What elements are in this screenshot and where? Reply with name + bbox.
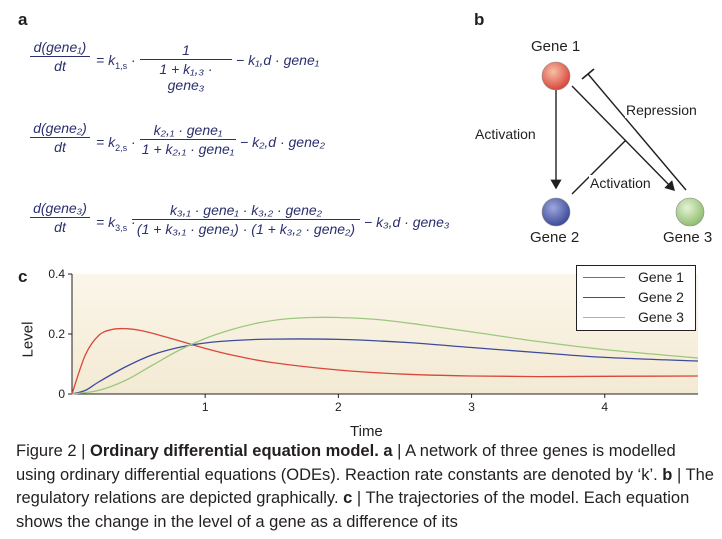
caption-b-label: b xyxy=(662,465,673,484)
eq3-tail: − k₃,d · gene₃ xyxy=(364,214,450,230)
gene3-node xyxy=(675,197,705,227)
legend-item-gene1: Gene 1 xyxy=(583,268,693,288)
eq2-k: = k xyxy=(96,134,116,150)
eq2-frac-denominator: 1 + k₂,₁ · gene₁ xyxy=(141,141,235,157)
eq1-tail: − k₁,d · gene₁ xyxy=(236,52,320,68)
x-tick-label: 1 xyxy=(202,400,209,414)
eq3-k: = k xyxy=(96,214,116,230)
legend-item-gene2: Gene 2 xyxy=(583,288,693,308)
legend-item-gene3: Gene 3 xyxy=(583,308,693,328)
caption-c-text: | The trajectories of the model. Each eq… xyxy=(16,489,690,531)
caption-title: Ordinary differential equation model. xyxy=(89,442,379,460)
activation-mid-label: Activation xyxy=(589,175,652,191)
caption-c-label: c xyxy=(343,489,353,507)
caption-figure-number: Figure 2 | xyxy=(16,442,90,460)
gene2-label: Gene 2 xyxy=(530,229,580,246)
y-axis-label: Level xyxy=(19,321,37,358)
x-tick-label: 4 xyxy=(601,400,608,414)
repression-label: Repression xyxy=(625,102,698,118)
eq1-lhs-numerator: d(gene₁) xyxy=(33,39,87,55)
series-line-gene3 xyxy=(71,316,699,395)
edge-repression-gene3-gene1 xyxy=(587,73,687,191)
edge-activation-gene2-mid xyxy=(571,139,627,195)
eq2-frac-numerator: k₂,₁ · gene₁ xyxy=(153,122,223,138)
gene3-label: Gene 3 xyxy=(663,229,713,246)
y-tick-label: 0.2 xyxy=(48,327,65,341)
eq1-frac-denominator: 1 + k₁,₃ · gene₃ xyxy=(159,61,213,93)
caption-a-text: | A network of three genes is modelled u… xyxy=(16,442,676,484)
x-tick-label: 2 xyxy=(335,400,342,414)
y-tick-label: 0.4 xyxy=(48,267,65,281)
panel-b-label: b xyxy=(474,10,485,29)
eq2-tail: − k₂,d · gene₂ xyxy=(240,134,326,150)
caption-b-text: | The regulatory relations are depicted … xyxy=(16,465,714,508)
eq3-frac-denominator: (1 + k₃,₁ · gene₁) · (1 + k₃,₂ · gene₂) xyxy=(136,221,356,237)
eq3-frac-numerator: k₃,₁ · gene₁ · k₃,₂ · gene₂ xyxy=(169,202,322,218)
eq3-lhs-denominator: dt xyxy=(54,219,66,235)
gene2-node xyxy=(541,197,571,227)
figure-caption: Figure 2 | Ordinary differential equatio… xyxy=(16,440,716,534)
eq1-k: = k xyxy=(96,52,116,68)
panel-c-label: c xyxy=(18,267,28,286)
eq1-k-sub: 1,s xyxy=(115,60,128,71)
gene1-label: Gene 1 xyxy=(531,38,581,55)
eq1-lhs-denominator: dt xyxy=(54,58,66,74)
eq2-k-sub: 2,s xyxy=(115,142,128,153)
series-line-gene2 xyxy=(71,338,699,395)
edge-activation-gene1-gene3 xyxy=(571,85,675,191)
caption-a-label: a xyxy=(378,442,393,460)
eq3-k-sub: 3,s xyxy=(115,222,128,233)
eq2-lhs-numerator: d(gene₂) xyxy=(33,120,87,136)
eq1-frac-numerator: 1 xyxy=(182,42,190,58)
x-axis-label: Time xyxy=(350,423,383,440)
x-tick-label: 3 xyxy=(468,400,475,414)
eq2-lhs-denominator: dt xyxy=(54,139,66,155)
y-tick-label: 0 xyxy=(58,387,65,401)
series-line-gene1 xyxy=(71,327,699,395)
chart-legend: Gene 1 Gene 2 Gene 3 xyxy=(576,265,696,331)
activation-left-label: Activation xyxy=(474,126,537,142)
gene-network-diagram xyxy=(541,61,705,227)
gene1-node xyxy=(541,61,571,91)
panel-a-label: a xyxy=(18,10,28,29)
eq3-lhs-numerator: d(gene₃) xyxy=(33,200,87,216)
